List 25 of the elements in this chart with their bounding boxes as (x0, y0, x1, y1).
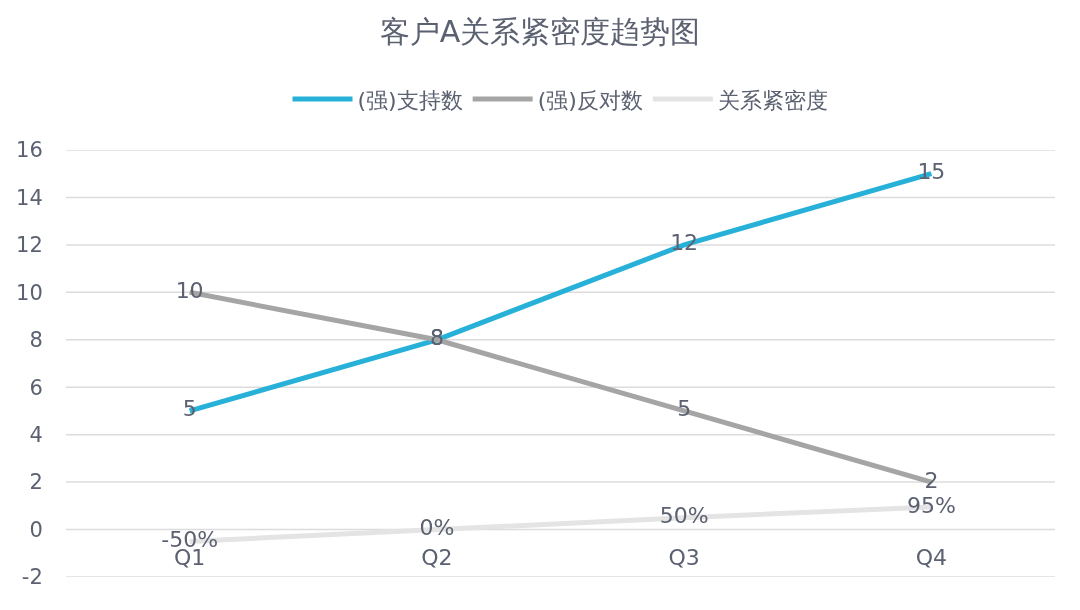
x-tick-label: Q2 (421, 544, 453, 570)
legend-label: 关系紧密度 (717, 87, 828, 113)
data-label: 50% (659, 503, 709, 529)
data-label: 10 (175, 277, 204, 303)
y-tick-label: 12 (16, 233, 43, 258)
y-tick-label: 2 (29, 470, 43, 495)
y-tick-label: 14 (16, 185, 43, 210)
legend-label: (强)反对数 (537, 87, 643, 113)
y-tick-label: -2 (21, 565, 43, 590)
data-label: 5 (182, 396, 197, 422)
y-tick-label: 0 (29, 517, 43, 542)
y-tick-label: 4 (29, 423, 43, 448)
y-tick-label: 10 (16, 280, 43, 305)
legend-label: (强)支持数 (357, 87, 463, 113)
y-tick-label: 6 (29, 375, 43, 400)
y-tick-label: 16 (16, 138, 43, 163)
data-label: 95% (906, 492, 956, 518)
y-tick-label: 8 (29, 328, 43, 353)
x-tick-label: Q4 (915, 544, 948, 570)
x-tick-label: Q3 (668, 544, 700, 570)
data-label: 0% (419, 515, 455, 541)
data-label: 2 (924, 467, 939, 493)
chart-title: 客户A关系紧密度趋势图 (379, 14, 701, 50)
data-label: 15 (917, 159, 946, 185)
data-label: 5 (677, 396, 692, 422)
